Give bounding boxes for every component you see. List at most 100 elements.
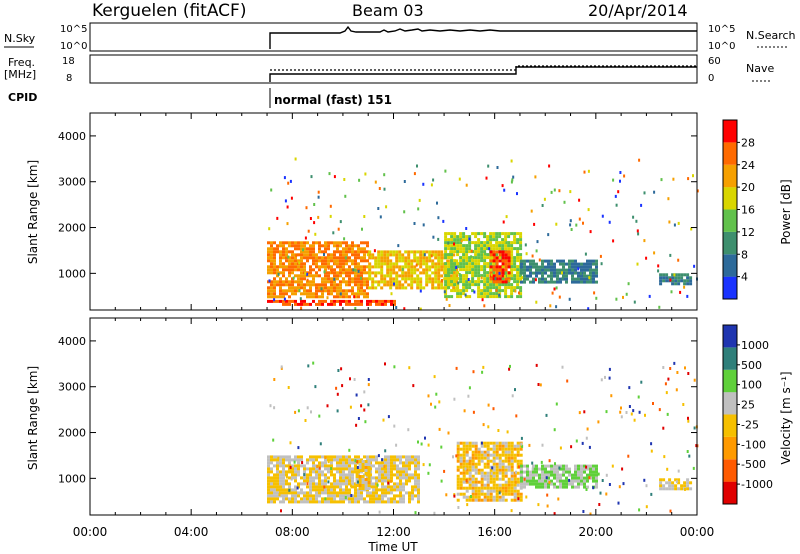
data-cell <box>477 268 481 272</box>
data-cell <box>529 271 532 275</box>
data-cell <box>462 462 466 466</box>
data-cell <box>336 262 339 266</box>
data-cell <box>568 268 571 272</box>
data-cell <box>555 286 558 290</box>
data-cell <box>483 465 487 469</box>
data-cell <box>351 271 354 275</box>
data-cell <box>361 475 365 478</box>
data-cell <box>354 470 357 474</box>
data-cell <box>300 250 303 254</box>
data-cell <box>492 489 496 493</box>
data-cell <box>348 295 351 299</box>
data-cell <box>330 455 333 459</box>
data-cell <box>447 253 451 257</box>
data-cell <box>489 235 493 239</box>
data-cell <box>553 428 556 432</box>
data-cell <box>330 497 333 501</box>
data-cell <box>294 491 297 495</box>
data-cell <box>414 464 417 468</box>
data-cell <box>330 485 333 489</box>
data-cell <box>363 250 366 254</box>
data-cell <box>386 271 390 275</box>
data-cell <box>515 414 518 418</box>
data-cell <box>285 482 288 486</box>
data-cell <box>650 449 653 453</box>
data-cell <box>565 280 568 284</box>
data-cell <box>453 397 456 401</box>
data-cell <box>315 473 318 477</box>
data-cell <box>425 277 429 281</box>
data-cell <box>486 283 490 287</box>
data-cell <box>504 295 508 299</box>
data-cell <box>480 450 484 454</box>
data-cell <box>510 289 514 293</box>
data-cell <box>364 460 368 463</box>
data-cell <box>267 476 270 480</box>
data-cell <box>396 470 399 474</box>
data-cell <box>300 274 303 278</box>
data-cell <box>364 466 368 469</box>
data-cell <box>492 274 496 278</box>
data-cell <box>270 455 273 459</box>
data-cell <box>413 265 417 269</box>
data-cell <box>360 497 363 501</box>
data-cell <box>501 244 505 248</box>
data-cell <box>336 485 339 489</box>
data-cell <box>492 283 496 287</box>
data-cell <box>363 500 366 504</box>
data-cell <box>480 477 484 481</box>
data-cell <box>422 223 425 227</box>
data-cell <box>592 271 595 275</box>
data-cell <box>296 486 299 490</box>
data-cell <box>583 482 586 486</box>
data-cell <box>333 241 336 245</box>
data-cell <box>680 487 684 491</box>
data-cell <box>279 292 282 296</box>
data-cell <box>291 256 294 260</box>
data-cell <box>413 250 417 254</box>
data-cell <box>364 172 367 176</box>
data-cell <box>270 262 273 266</box>
data-cell <box>523 262 526 266</box>
data-cell <box>357 283 360 287</box>
data-cell <box>688 454 691 458</box>
data-cell <box>668 276 672 280</box>
data-cell <box>369 299 372 303</box>
data-cell <box>342 299 345 303</box>
data-cell <box>689 279 693 283</box>
data-cell <box>670 290 673 294</box>
data-cell <box>309 479 312 483</box>
data-cell <box>468 268 472 272</box>
data-cell <box>422 259 426 263</box>
data-cell <box>324 488 327 492</box>
data-cell <box>333 476 336 480</box>
data-cell <box>480 244 484 248</box>
data-cell <box>279 470 282 474</box>
data-cell <box>344 194 347 198</box>
data-cell <box>559 446 562 450</box>
data-cell <box>510 468 514 472</box>
data-cell <box>492 474 496 478</box>
data-cell <box>354 482 357 486</box>
data-cell <box>468 441 472 445</box>
data-cell <box>354 302 357 306</box>
data-cell <box>482 423 485 427</box>
data-cell <box>378 467 381 471</box>
data-cell <box>483 450 487 454</box>
data-cell <box>348 283 351 287</box>
data-cell <box>483 304 486 308</box>
data-cell <box>628 405 631 408</box>
data-cell <box>539 383 542 387</box>
data-cell <box>423 253 426 257</box>
data-cell <box>486 480 490 484</box>
data-cell <box>586 479 589 483</box>
data-cell <box>425 262 429 266</box>
data-cell <box>558 295 561 299</box>
data-cell <box>523 271 526 275</box>
colorbar-segment <box>723 276 737 299</box>
data-cell <box>282 470 285 474</box>
data-cell <box>294 292 297 296</box>
data-cell <box>483 462 487 466</box>
data-cell <box>333 277 336 281</box>
